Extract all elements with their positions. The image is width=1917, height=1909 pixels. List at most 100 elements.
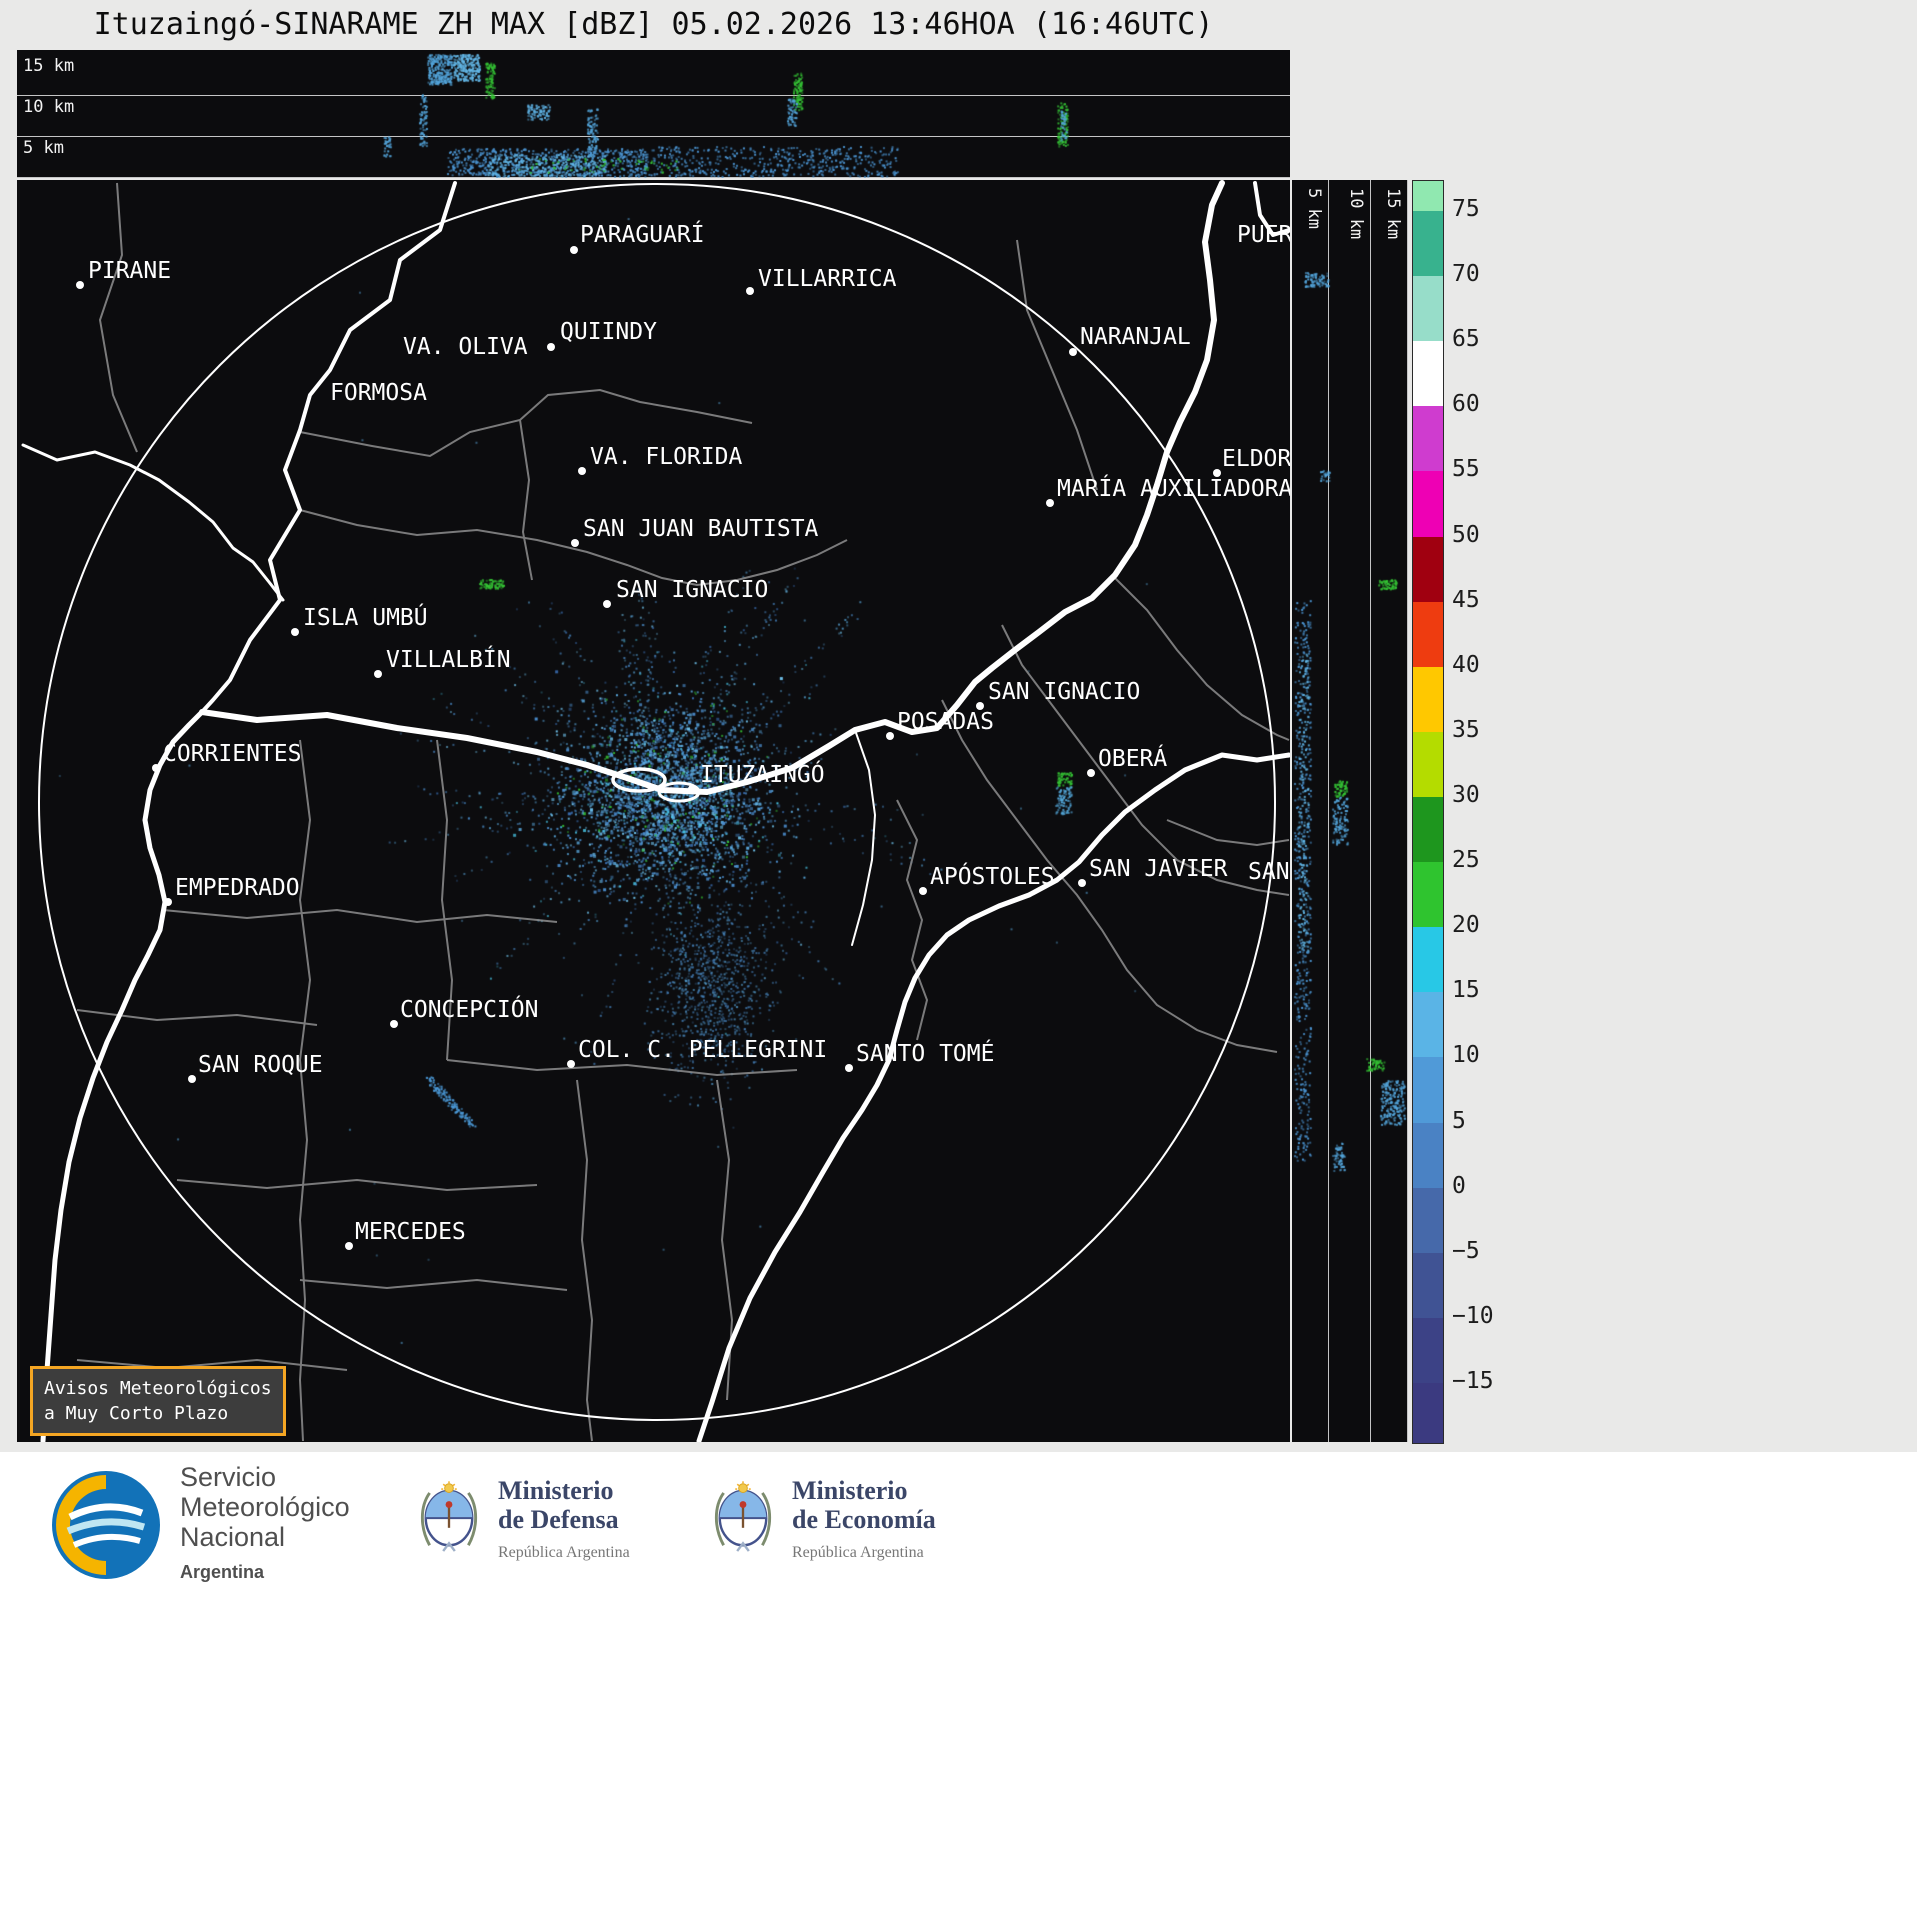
colorbar-band	[1413, 1382, 1443, 1443]
colorbar-band	[1413, 1122, 1443, 1188]
city-dot	[688, 785, 696, 793]
city-label: SANTO TOMÉ	[856, 1041, 995, 1067]
city-dot	[886, 732, 894, 740]
city-label: ISLA UMBÚ	[303, 605, 428, 631]
smn-logo-group: Servicio Meteorológico Nacional Argentin…	[50, 1462, 350, 1587]
colorbar-band	[1413, 1252, 1443, 1318]
city-label: SAN	[1248, 859, 1290, 885]
avisos-button[interactable]: Avisos Meteorológicos a Muy Corto Plazo	[30, 1366, 286, 1436]
city-dot	[845, 1064, 853, 1072]
colorbar-labels: 75 70 65 60 55 50 45 40 35 30 25 20 15 10 5 0 −5 −10 −15	[1452, 180, 1542, 1442]
defensa-name-line2: de Defensa	[498, 1505, 619, 1534]
city-dot	[374, 670, 382, 678]
economia-crest-icon	[714, 1480, 772, 1553]
smn-logo-icon	[52, 1470, 160, 1579]
page-title: Ituzaingó-SINARAME ZH MAX [dBZ] 05.02.20…	[93, 6, 1214, 42]
city-dot	[390, 1020, 398, 1028]
colorbar-tick-label: 40	[1452, 651, 1480, 678]
colorbar-band	[1413, 927, 1443, 993]
city-dot	[746, 287, 754, 295]
colorbar-band	[1413, 1317, 1443, 1383]
colorbar-tick-label: −15	[1452, 1368, 1494, 1394]
colorbar-band	[1413, 406, 1443, 472]
colorbar-band	[1413, 181, 1443, 211]
city-dot	[76, 281, 84, 289]
height-axis-label: 15 km	[23, 56, 75, 76]
height-axis-label: 10 km	[23, 97, 75, 117]
radar-echo-canvas	[17, 180, 1290, 1442]
smn-country: Argentina	[180, 1562, 265, 1582]
city-label: CONCEPCIÓN	[400, 997, 539, 1023]
city-label: VA. FLORIDA	[590, 444, 743, 470]
defensa-sub: República Argentina	[498, 1544, 630, 1561]
city-label: POSADAS	[897, 709, 994, 735]
avisos-line1: Avisos Meteorológicos	[44, 1378, 272, 1399]
height-axis-label: 15 km	[1383, 188, 1403, 240]
colorbar-band	[1413, 731, 1443, 797]
city-label: QUIINDY	[560, 319, 657, 345]
colorbar-band	[1413, 992, 1443, 1058]
city-label: SAN IGNACIO	[616, 577, 769, 603]
colorbar-tick-label: −5	[1452, 1237, 1480, 1264]
radar-map-panel: PIRANE PARAGUARÍ VILLARRICA VA. OLIVA QUIIND…	[17, 180, 1290, 1442]
colorbar-tick-label: 60	[1452, 391, 1480, 418]
avisos-line2: a Muy Corto Plazo	[44, 1403, 229, 1424]
defensa-name-line1: Ministerio	[498, 1476, 614, 1505]
city-dot	[152, 764, 160, 772]
city-label: FORMOSA	[330, 380, 427, 406]
ministerio-economia-group: Ministerio de Economía República Argenti…	[712, 1476, 936, 1567]
city-dot	[567, 1060, 575, 1068]
colorbar-tick-label: 65	[1452, 326, 1480, 353]
colorbar-band	[1413, 1057, 1443, 1123]
colorbar-tick-label: 75	[1452, 196, 1480, 222]
city-label: ITUZAINGÓ	[700, 762, 825, 788]
city-dot	[188, 1075, 196, 1083]
city-label: SAN JUAN BAUTISTA	[583, 516, 819, 542]
colorbar-band	[1413, 276, 1443, 342]
defensa-crest-icon	[420, 1480, 478, 1553]
city-dot	[571, 539, 579, 547]
city-label: SAN ROQUE	[198, 1052, 323, 1078]
city-label: VA. OLIVA	[403, 334, 528, 360]
top-cross-section-canvas	[17, 50, 1290, 178]
city-dot	[919, 887, 927, 895]
city-label: NARANJAL	[1080, 324, 1191, 350]
colorbar-band	[1413, 666, 1443, 732]
colorbar-tick-label: 70	[1452, 261, 1480, 288]
right-cross-section-panel: 5 km 10 km 15 km	[1292, 180, 1408, 1442]
footer: Servicio Meteorológico Nacional Argentin…	[0, 1452, 1917, 1909]
colorbar-tick-label: 25	[1452, 847, 1480, 874]
colorbar-band	[1413, 211, 1443, 277]
city-dot	[1078, 879, 1086, 887]
colorbar-tick-label: 0	[1452, 1172, 1466, 1199]
economia-name-line2: de Economía	[792, 1505, 936, 1534]
city-label: PIRANE	[88, 258, 172, 284]
height-axis-label: 5 km	[23, 138, 64, 158]
city-dot	[1069, 348, 1077, 356]
colorbar-tick-label: 45	[1452, 586, 1480, 613]
smn-name-line1: Servicio	[180, 1462, 277, 1492]
top-cross-section-panel: 15 km 10 km 5 km	[17, 50, 1290, 178]
colorbar-band	[1413, 341, 1443, 407]
city-label: ELDORADO	[1222, 446, 1290, 472]
right-cross-section-canvas	[1292, 180, 1408, 1442]
city-dot	[1087, 769, 1095, 777]
map-overlay-svg	[21, 180, 1290, 1442]
colorbar-band	[1413, 1187, 1443, 1253]
colorbar-tick-label: 30	[1452, 782, 1480, 808]
city-label: SAN IGNACIO	[988, 679, 1141, 705]
city-label: CORRIENTES	[163, 741, 302, 767]
colorbar-tick-label: −10	[1452, 1302, 1494, 1329]
dbz-colorbar	[1412, 180, 1444, 1444]
city-label: SAN JAVIER	[1089, 856, 1228, 882]
city-label: MARÍA AUXILIADORA	[1057, 476, 1290, 502]
colorbar-tick-label: 35	[1452, 716, 1480, 743]
colorbar-tick-label: 55	[1452, 456, 1480, 483]
height-axis-label: 5 km	[1304, 188, 1324, 229]
city-dot	[547, 343, 555, 351]
colorbar-band	[1413, 862, 1443, 928]
economia-sub: República Argentina	[792, 1544, 924, 1561]
smn-name-line2: Meteorológico	[180, 1492, 350, 1522]
colorbar-tick-label: 10	[1452, 1042, 1480, 1069]
colorbar-band	[1413, 601, 1443, 667]
